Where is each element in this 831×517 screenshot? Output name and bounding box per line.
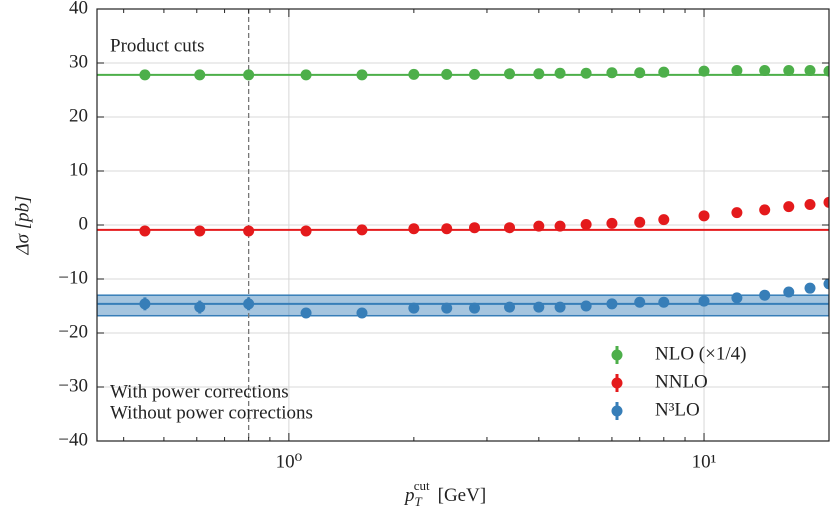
x-label-sub: T xyxy=(415,494,423,509)
data-point xyxy=(441,302,453,314)
y-tick-label: −20 xyxy=(58,321,88,342)
data-point xyxy=(408,223,420,235)
data-point xyxy=(606,298,618,310)
y-tick-label: 10 xyxy=(69,159,88,180)
plot-area xyxy=(97,9,829,441)
grid xyxy=(97,8,829,442)
data-point xyxy=(804,198,816,210)
data-point xyxy=(356,307,368,319)
data-point xyxy=(731,292,743,304)
data-point xyxy=(658,296,670,308)
legend-marker xyxy=(611,405,623,417)
legend-marker xyxy=(611,377,623,389)
annotation: With power corrections xyxy=(110,381,289,402)
data-point xyxy=(823,278,829,290)
data-point xyxy=(606,67,618,79)
annotation: Product cuts xyxy=(110,35,204,56)
data-point xyxy=(698,65,710,77)
data-point xyxy=(441,223,453,235)
data-point xyxy=(194,225,206,237)
data-point xyxy=(554,301,566,313)
data-point xyxy=(783,286,795,298)
data-point xyxy=(504,222,516,234)
data-point xyxy=(139,298,151,310)
data-point xyxy=(554,220,566,232)
data-point xyxy=(356,224,368,236)
data-point xyxy=(441,68,453,80)
x-label-unit: [GeV] xyxy=(438,485,487,506)
axes: −40 −30 −20 −10 0 10 20 30 40 10⁰ 10¹ xyxy=(58,0,830,472)
y-axis-label: Δσ [pb] xyxy=(12,195,33,255)
data-point xyxy=(634,296,646,308)
data-point xyxy=(300,225,312,237)
y-tick-label: 20 xyxy=(69,105,88,126)
data-point xyxy=(243,69,255,81)
data-point xyxy=(823,65,829,77)
data-point xyxy=(698,295,710,307)
x-tick-label: 10¹ xyxy=(692,451,717,472)
data-point xyxy=(243,225,255,237)
data-point xyxy=(804,282,816,294)
data-point xyxy=(533,301,545,313)
x-label-sup: cut xyxy=(414,478,430,493)
data-point xyxy=(580,218,592,230)
data-point xyxy=(469,302,481,314)
data-point xyxy=(634,67,646,79)
data-point xyxy=(580,67,592,79)
legend-label: N³LO xyxy=(655,399,700,420)
data-point xyxy=(300,307,312,319)
data-point xyxy=(731,207,743,219)
data-point xyxy=(759,289,771,301)
data-point xyxy=(469,222,481,234)
annotation: Without power corrections xyxy=(110,402,313,423)
data-point xyxy=(504,301,516,313)
data-point xyxy=(554,67,566,79)
y-tick-label: −40 xyxy=(58,429,88,450)
data-point xyxy=(783,201,795,213)
data-point xyxy=(139,69,151,81)
data-point xyxy=(533,220,545,232)
uncertainty-band xyxy=(97,294,829,317)
data-point xyxy=(606,217,618,229)
y-tick-label: −30 xyxy=(58,375,88,396)
data-point xyxy=(823,196,829,208)
legend-label: NLO (×1/4) xyxy=(655,343,746,364)
data-point xyxy=(731,65,743,77)
data-point xyxy=(194,301,206,313)
x-axis-label: pTcut [GeV] xyxy=(403,478,486,509)
y-tick-label: 40 xyxy=(69,0,88,18)
data-point xyxy=(698,210,710,222)
data-point xyxy=(759,204,771,216)
data-point xyxy=(533,68,545,80)
data-point xyxy=(759,65,771,77)
data-point xyxy=(139,225,151,237)
y-tick-label: 0 xyxy=(79,213,89,234)
data-point xyxy=(300,69,312,81)
y-tick-label: 30 xyxy=(69,51,88,72)
data-point xyxy=(408,302,420,314)
legend-label: NNLO xyxy=(655,371,708,392)
data-point xyxy=(469,68,481,80)
data-point xyxy=(580,300,592,312)
data-point xyxy=(783,65,795,77)
data-point xyxy=(243,298,255,310)
data-point xyxy=(658,214,670,226)
data-point xyxy=(634,216,646,228)
legend-marker xyxy=(611,349,623,361)
data-point xyxy=(658,66,670,78)
data-point xyxy=(804,65,816,77)
x-tick-label: 10⁰ xyxy=(276,451,303,472)
y-tick-label: −10 xyxy=(58,267,88,288)
data-point xyxy=(194,69,206,81)
data-point xyxy=(504,68,516,80)
data-point xyxy=(408,68,420,80)
data-point xyxy=(356,69,368,81)
x-label-base: p xyxy=(403,485,415,506)
